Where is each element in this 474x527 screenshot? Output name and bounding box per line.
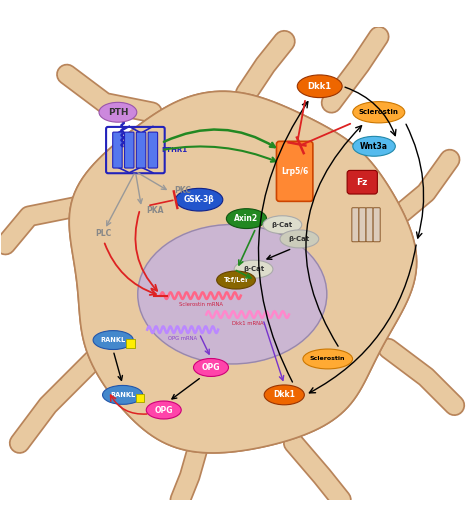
FancyBboxPatch shape [359, 208, 366, 242]
Text: OPG mRNA: OPG mRNA [168, 336, 197, 341]
Text: Wnt3a: Wnt3a [360, 142, 388, 151]
Ellipse shape [102, 385, 143, 404]
Ellipse shape [175, 188, 223, 211]
FancyBboxPatch shape [113, 132, 122, 168]
Ellipse shape [138, 225, 327, 364]
Text: Dkk1: Dkk1 [273, 391, 295, 399]
Text: β-Cat: β-Cat [272, 222, 293, 228]
FancyBboxPatch shape [373, 208, 380, 242]
FancyBboxPatch shape [276, 141, 313, 201]
Text: Axin2: Axin2 [234, 214, 258, 223]
FancyBboxPatch shape [136, 394, 145, 403]
Text: PKC: PKC [174, 186, 191, 195]
Ellipse shape [193, 358, 228, 376]
FancyBboxPatch shape [366, 208, 373, 242]
Ellipse shape [234, 260, 273, 278]
Text: Sclerostin: Sclerostin [310, 356, 346, 362]
Ellipse shape [353, 102, 405, 123]
Ellipse shape [263, 216, 302, 234]
Text: OPG: OPG [202, 363, 220, 372]
Text: PTH: PTH [108, 108, 128, 117]
FancyBboxPatch shape [125, 132, 134, 168]
Ellipse shape [264, 385, 304, 405]
Text: RANKL: RANKL [110, 392, 135, 398]
FancyBboxPatch shape [137, 132, 146, 168]
FancyBboxPatch shape [352, 208, 359, 242]
FancyBboxPatch shape [347, 170, 377, 194]
Text: Sclerostin: Sclerostin [359, 109, 399, 115]
Polygon shape [69, 91, 417, 453]
Text: Dkk1: Dkk1 [308, 82, 332, 91]
Text: β-Cat: β-Cat [289, 236, 310, 242]
Ellipse shape [353, 136, 395, 156]
FancyBboxPatch shape [127, 339, 135, 348]
Text: Lrp5/6: Lrp5/6 [281, 167, 308, 176]
Polygon shape [69, 91, 417, 453]
Text: OPG: OPG [155, 405, 173, 415]
FancyBboxPatch shape [148, 132, 157, 168]
Text: Tcf/Lef: Tcf/Lef [224, 277, 248, 283]
Text: Sclerostin mRNA: Sclerostin mRNA [179, 302, 223, 307]
Text: PTHR1: PTHR1 [161, 147, 188, 153]
Ellipse shape [227, 209, 266, 229]
Text: Dkk1 mRNA: Dkk1 mRNA [232, 321, 264, 326]
Text: RANKL: RANKL [100, 337, 126, 343]
Ellipse shape [217, 271, 255, 289]
Ellipse shape [93, 330, 133, 349]
Text: PLC: PLC [95, 229, 111, 238]
Ellipse shape [303, 349, 353, 369]
Text: Fz: Fz [356, 178, 368, 187]
Ellipse shape [99, 102, 137, 122]
Ellipse shape [297, 75, 342, 97]
Ellipse shape [280, 230, 319, 248]
Text: β-Cat: β-Cat [243, 266, 264, 272]
Text: PKA: PKA [146, 206, 164, 215]
Text: GSK-3β: GSK-3β [184, 195, 215, 204]
Ellipse shape [146, 401, 181, 419]
